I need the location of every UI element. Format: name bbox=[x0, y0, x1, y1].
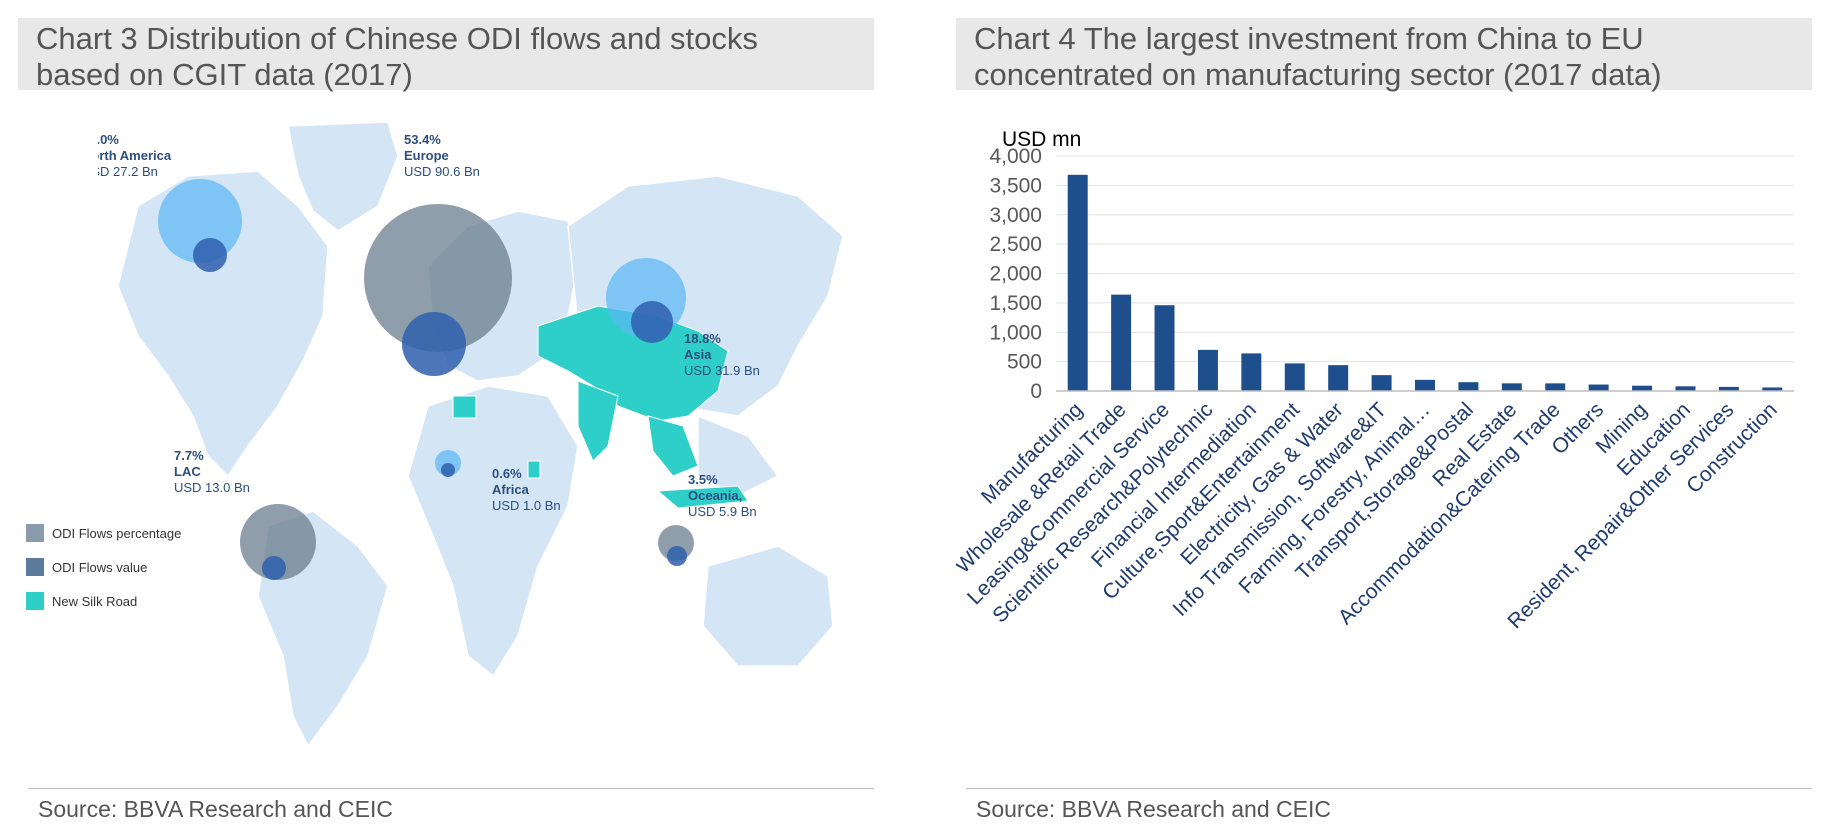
bar bbox=[1588, 384, 1609, 391]
europe-label: 53.4% Europe USD 90.6 Bn bbox=[404, 132, 480, 179]
africa-shape bbox=[407, 385, 579, 678]
y-tick-label: 1,500 bbox=[989, 292, 1042, 315]
bar-title: Chart 4 The largest investment from Chin… bbox=[974, 21, 1804, 93]
bar bbox=[1371, 375, 1392, 391]
map-title-line2: based on CGIT data (2017) bbox=[36, 57, 413, 92]
bar bbox=[1111, 294, 1132, 391]
lac-value-bubble bbox=[262, 556, 286, 580]
europe-pct-bubble bbox=[364, 204, 512, 352]
y-tick-label: 2,000 bbox=[989, 263, 1042, 286]
bar bbox=[1545, 383, 1566, 391]
map-title-box: Chart 3 Distribution of Chinese ODI flow… bbox=[18, 18, 874, 93]
legend-swatch-flows-percentage bbox=[26, 524, 44, 542]
y-tick-label: 3,000 bbox=[989, 204, 1042, 227]
legend-label-flows-value: ODI Flows value bbox=[52, 560, 147, 575]
bar bbox=[1067, 174, 1088, 391]
legend-label-flows-percentage: ODI Flows percentage bbox=[52, 526, 181, 541]
map-source: Source: BBVA Research and CEIC bbox=[38, 796, 393, 822]
africa-label: 0.6% Africa USD 1.0 Bn bbox=[492, 466, 561, 513]
bar bbox=[1284, 363, 1305, 391]
bar-title-box: Chart 4 The largest investment from Chin… bbox=[956, 18, 1812, 93]
y-tick-label: 3,500 bbox=[989, 174, 1042, 197]
bar-chart-panel: Chart 4 The largest investment from Chin… bbox=[956, 18, 1816, 822]
map-legend: ODI Flows percentage ODI Flows value New… bbox=[26, 524, 181, 610]
y-tick-label: 0 bbox=[1030, 380, 1042, 403]
bar bbox=[1197, 349, 1218, 391]
oceania-shape bbox=[702, 545, 834, 667]
y-tick-labels: 0 500 1,000 1,500 2,000 2,500 3,000 3,500 4,000 bbox=[989, 145, 1042, 403]
bar bbox=[1501, 383, 1522, 391]
europe-value-bubble bbox=[402, 312, 466, 376]
y-tick-label: 1,000 bbox=[989, 321, 1042, 344]
legend-swatch-flows-value bbox=[26, 558, 44, 576]
bar bbox=[1762, 387, 1783, 391]
oceania-label: 3.5% Oceania, USD 5.9 Bn bbox=[688, 472, 757, 519]
region-labels: 16.0% North America USD 27.2 Bn 53.4% Eu… bbox=[98, 132, 760, 519]
silk-road-india bbox=[577, 380, 619, 462]
greenland-shape bbox=[287, 121, 399, 232]
legend-item-silk-road: New Silk Road bbox=[26, 592, 137, 610]
legend-item-flows-value: ODI Flows value bbox=[26, 558, 147, 576]
silk-road-areas bbox=[452, 305, 749, 509]
bar-source: Source: BBVA Research and CEIC bbox=[976, 796, 1331, 822]
asia-value-bubble bbox=[631, 301, 673, 343]
north-america-value-bubble bbox=[193, 238, 227, 272]
bar-chart: USD mn 0 500 1,000 1,500 2,000 2,500 3,000 3,50… bbox=[956, 128, 1794, 633]
map-title-line1: Chart 3 Distribution of Chinese ODI flow… bbox=[36, 21, 758, 56]
lac-label: 7.7% LAC USD 13.0 Bn bbox=[174, 448, 250, 495]
bar-source-rule bbox=[966, 788, 1812, 789]
y-axis-title: USD mn bbox=[1002, 128, 1081, 151]
silk-road-east-africa bbox=[527, 460, 541, 479]
north-america-pct-bubble bbox=[158, 179, 242, 263]
bar bbox=[1415, 379, 1435, 391]
y-tick-label: 2,500 bbox=[989, 233, 1042, 256]
bars bbox=[1067, 174, 1783, 391]
percentage-bubbles bbox=[158, 179, 694, 580]
bar bbox=[1632, 385, 1653, 391]
map-panel: Chart 3 Distribution of Chinese ODI flow… bbox=[18, 18, 878, 822]
silk-road-egypt bbox=[452, 395, 477, 419]
map-title: Chart 3 Distribution of Chinese ODI flow… bbox=[36, 21, 866, 93]
legend-item-flows-percentage: ODI Flows percentage bbox=[26, 524, 181, 542]
legend-label-silk-road: New Silk Road bbox=[52, 594, 137, 609]
grid-lines bbox=[1056, 155, 1794, 363]
bar bbox=[1458, 382, 1479, 391]
asia-label: 18.8% Asia USD 31.9 Bn bbox=[684, 331, 760, 378]
oceania-value-bubble bbox=[667, 546, 687, 566]
map-source-rule bbox=[28, 788, 874, 789]
bar bbox=[1154, 305, 1175, 391]
bar bbox=[1675, 386, 1696, 391]
bar bbox=[1328, 365, 1349, 391]
silk-road-indonesia bbox=[656, 485, 749, 509]
lac-pct-bubble bbox=[240, 504, 316, 580]
north-america-label: 16.0% North America USD 27.2 Bn bbox=[98, 132, 175, 179]
bar bbox=[1718, 386, 1739, 391]
legend-swatch-silk-road bbox=[26, 592, 44, 610]
world-map: 16.0% North America USD 27.2 Bn 53.4% Eu… bbox=[98, 121, 844, 748]
bar bbox=[1241, 353, 1262, 391]
value-bubbles bbox=[193, 238, 687, 580]
africa-value-bubble bbox=[441, 463, 455, 477]
y-tick-label: 4,000 bbox=[989, 145, 1042, 168]
bar-title-line1: Chart 4 The largest investment from Chin… bbox=[974, 21, 1644, 56]
y-tick-label: 500 bbox=[1007, 351, 1042, 374]
silk-road-southeast bbox=[647, 415, 699, 477]
bar-title-line2: concentrated on manufacturing sector (20… bbox=[974, 57, 1662, 92]
